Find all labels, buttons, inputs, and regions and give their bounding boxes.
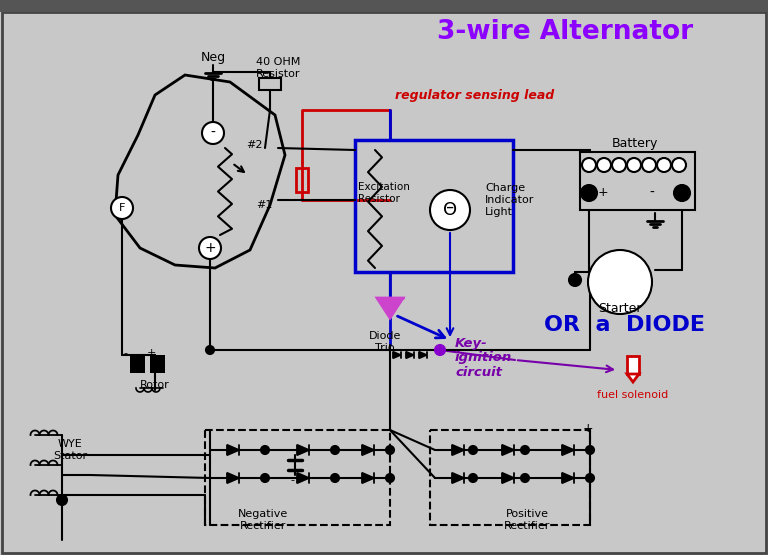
Circle shape (435, 345, 445, 355)
Text: -: - (290, 475, 294, 485)
Bar (0, 0, 768, 12)
Circle shape (569, 274, 581, 286)
Circle shape (469, 474, 477, 482)
Polygon shape (362, 445, 374, 455)
Text: -: - (123, 348, 127, 358)
Text: +: + (598, 186, 608, 199)
Polygon shape (502, 473, 514, 483)
Bar (627, 356, 639, 374)
Circle shape (657, 158, 671, 172)
Polygon shape (502, 445, 514, 455)
Polygon shape (227, 445, 239, 455)
Circle shape (331, 474, 339, 482)
Text: Battery: Battery (612, 137, 658, 149)
Circle shape (261, 474, 269, 482)
Text: Neg: Neg (200, 51, 226, 63)
Polygon shape (562, 473, 574, 483)
Text: #1: #1 (257, 200, 273, 210)
Text: Rotor: Rotor (140, 380, 170, 390)
Circle shape (261, 446, 269, 454)
Text: Starter: Starter (598, 301, 642, 315)
Polygon shape (452, 445, 464, 455)
Circle shape (57, 495, 67, 505)
Circle shape (202, 122, 224, 144)
Polygon shape (419, 352, 426, 358)
Circle shape (642, 158, 656, 172)
Polygon shape (452, 473, 464, 483)
Polygon shape (393, 352, 400, 358)
Circle shape (386, 446, 394, 454)
Text: F: F (119, 203, 125, 213)
Polygon shape (627, 374, 639, 382)
Circle shape (674, 185, 690, 201)
Circle shape (430, 190, 470, 230)
Text: Negative
Rectifier: Negative Rectifier (238, 509, 288, 531)
Text: 40 OHM
Resistor: 40 OHM Resistor (256, 57, 300, 79)
Bar (259, 78, 281, 90)
Polygon shape (377, 298, 403, 318)
Polygon shape (406, 352, 413, 358)
Circle shape (612, 158, 626, 172)
Circle shape (111, 197, 133, 219)
Polygon shape (297, 445, 309, 455)
Circle shape (581, 185, 597, 201)
Circle shape (521, 474, 529, 482)
Polygon shape (227, 473, 239, 483)
Text: +: + (147, 348, 156, 358)
Circle shape (588, 250, 652, 314)
Bar (150, 355, 165, 373)
Text: Excitation
Resistor: Excitation Resistor (358, 182, 410, 204)
Polygon shape (362, 473, 374, 483)
Circle shape (521, 446, 529, 454)
Text: +: + (204, 241, 216, 255)
Text: regulator sensing lead: regulator sensing lead (395, 88, 554, 102)
Circle shape (331, 446, 339, 454)
Text: -: - (210, 126, 216, 140)
Circle shape (627, 158, 641, 172)
Text: Θ: Θ (443, 201, 457, 219)
Polygon shape (297, 473, 309, 483)
Polygon shape (562, 445, 574, 455)
Bar (580, 152, 695, 210)
Circle shape (206, 346, 214, 354)
Circle shape (469, 446, 477, 454)
Bar (296, 168, 308, 192)
Bar (205, 430, 390, 525)
Bar (355, 140, 513, 272)
Circle shape (199, 237, 221, 259)
Circle shape (386, 474, 394, 482)
Circle shape (586, 474, 594, 482)
Circle shape (672, 158, 686, 172)
Bar (430, 430, 590, 525)
Text: #2: #2 (247, 140, 263, 150)
Text: WYE
Stator: WYE Stator (53, 439, 87, 461)
Text: Key-
ignition
circuit: Key- ignition circuit (455, 336, 512, 380)
Text: Diode
Trio: Diode Trio (369, 331, 401, 353)
Text: OR  a  DIODE: OR a DIODE (544, 315, 705, 335)
Text: Charge
Indicator
Light: Charge Indicator Light (485, 183, 535, 216)
Circle shape (582, 158, 596, 172)
Circle shape (586, 446, 594, 454)
Bar (130, 355, 145, 373)
Text: +: + (582, 421, 593, 435)
Circle shape (597, 158, 611, 172)
Text: fuel solenoid: fuel solenoid (598, 390, 669, 400)
Text: Positive
Rectifier: Positive Rectifier (504, 509, 550, 531)
Text: -: - (650, 186, 654, 200)
Text: 3-wire Alternator: 3-wire Alternator (437, 19, 693, 45)
